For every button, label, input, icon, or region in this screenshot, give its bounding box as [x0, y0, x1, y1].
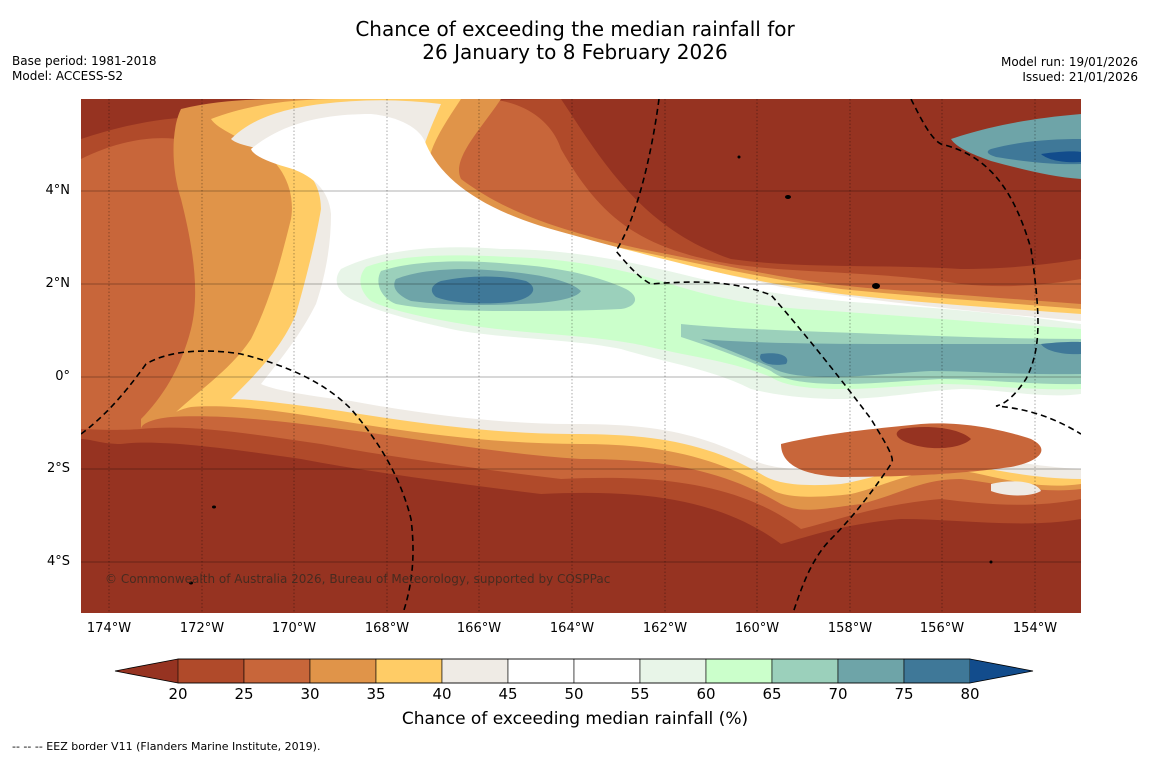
colorbar-segment [837, 658, 905, 684]
lat-label: 2°N [45, 276, 71, 291]
eez-east [910, 99, 1081, 435]
colorbar-segment [705, 658, 773, 684]
issued-date: Issued: 21/01/2026 [1022, 70, 1138, 84]
colorbar-tick-label: 30 [300, 685, 320, 703]
lon-label: 168°W [364, 621, 410, 636]
lon-label: 174°W [86, 621, 132, 636]
colorbar-tick-label: 45 [498, 685, 518, 703]
colorbar-extend-high [970, 659, 1033, 683]
meta-right: Model run: 19/01/2026 Issued: 21/01/2026 [1001, 55, 1138, 85]
lon-label: 160°W [734, 621, 780, 636]
colorbar-tick-label: 55 [630, 685, 650, 703]
south-patch-3 [991, 481, 1041, 496]
lon-label: 156°W [919, 621, 965, 636]
colorbar-tick-label: 50 [564, 685, 584, 703]
south-patch [781, 423, 1042, 477]
model-run: Model run: 19/01/2026 [1000, 55, 1138, 69]
colorbar-tick-label: 80 [960, 685, 980, 703]
colorbar-title: Chance of exceeding median rainfall (%) [401, 709, 749, 729]
lon-label: 164°W [549, 621, 595, 636]
model-name: Model: ACCESS-S2 [12, 69, 124, 83]
colorbar-extend-low [115, 659, 178, 683]
band-85 [1041, 151, 1081, 163]
copyright-notice: © Commonwealth of Australia 2026, Bureau… [105, 572, 611, 586]
colorbar-tick-label: 25 [234, 685, 254, 703]
lon-label: 162°W [642, 621, 688, 636]
rainfall-map [81, 99, 1081, 613]
lat-label: 4°S [46, 554, 70, 569]
colorbar-segment [771, 658, 839, 684]
colorbar-segment [639, 658, 707, 684]
colorbar-tick-label: 20 [168, 685, 188, 703]
meta-left: Base period: 1981-2018 Model: ACCESS-S2 [12, 54, 157, 84]
colorbar [114, 658, 1034, 684]
colorbar-segment [243, 658, 311, 684]
title-line-1: Chance of exceeding the median rainfall … [355, 17, 795, 41]
eez-legend-note: -- -- -- EEZ border V11 (Flanders Marine… [12, 740, 321, 753]
eez-phoenix [81, 350, 414, 613]
colorbar-segment [441, 658, 509, 684]
colorbar-tick-label: 60 [696, 685, 716, 703]
islands [189, 155, 993, 585]
eez-line [615, 99, 893, 613]
lon-label: 172°W [179, 621, 225, 636]
lat-lines [81, 190, 1081, 563]
colorbar-segment [507, 658, 575, 684]
lat-label: 0° [55, 369, 70, 384]
colorbar-tick-label: 70 [828, 685, 848, 703]
colorbar-tick-label: 35 [366, 685, 386, 703]
graticule [108, 99, 1036, 613]
colorbar-segment [573, 658, 641, 684]
colorbar-tick-label: 40 [432, 685, 452, 703]
colorbar-tick-label: 65 [762, 685, 782, 703]
band-75 [394, 114, 1081, 377]
lon-label: 170°W [271, 621, 317, 636]
page-title: Chance of exceeding the median rainfall … [0, 18, 1150, 64]
eez-borders [81, 99, 1081, 613]
south-patch-2 [896, 427, 971, 449]
base-period: Base period: 1981-2018 [12, 54, 157, 68]
colorbar-segment [375, 658, 443, 684]
colorbar-segment [309, 658, 377, 684]
lat-label: 2°S [46, 461, 70, 476]
colorbar-tick-label: 75 [894, 685, 914, 703]
colorbar-segment [177, 658, 245, 684]
lon-label: 154°W [1012, 621, 1058, 636]
colorbar-segment [903, 658, 971, 684]
title-line-2: 26 January to 8 February 2026 [422, 40, 728, 64]
lon-label: 166°W [456, 621, 502, 636]
lat-label: 4°N [45, 183, 71, 198]
lon-label: 158°W [827, 621, 873, 636]
